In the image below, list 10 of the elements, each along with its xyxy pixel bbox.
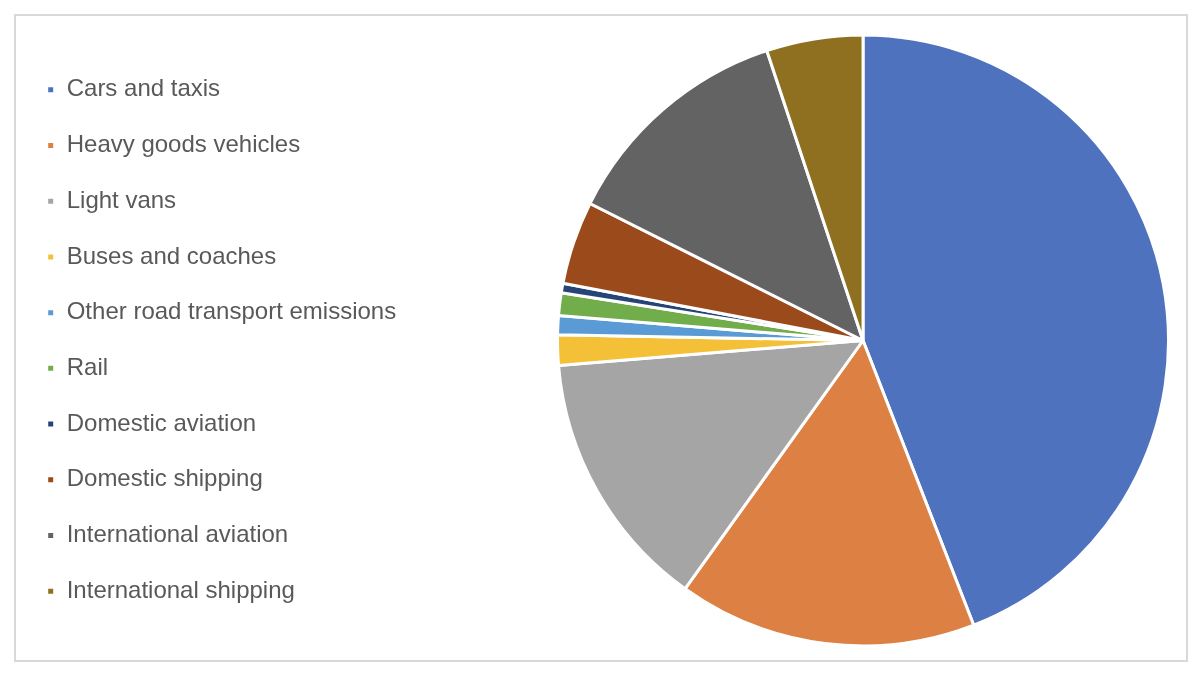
legend-label: International aviation	[66, 520, 289, 548]
legend-label: Other road transport emissions	[66, 297, 397, 325]
legend-label: Rail	[66, 352, 109, 380]
legend-label: Light vans	[66, 185, 177, 213]
legend-label: Domestic aviation	[66, 408, 257, 436]
legend-label: Domestic shipping	[66, 464, 263, 492]
legend-label: Cars and taxis	[66, 74, 221, 102]
legend-label: Heavy goods vehicles	[66, 130, 301, 158]
legend-label: Buses and coaches	[66, 241, 277, 269]
legend-label: International shipping	[66, 575, 295, 603]
